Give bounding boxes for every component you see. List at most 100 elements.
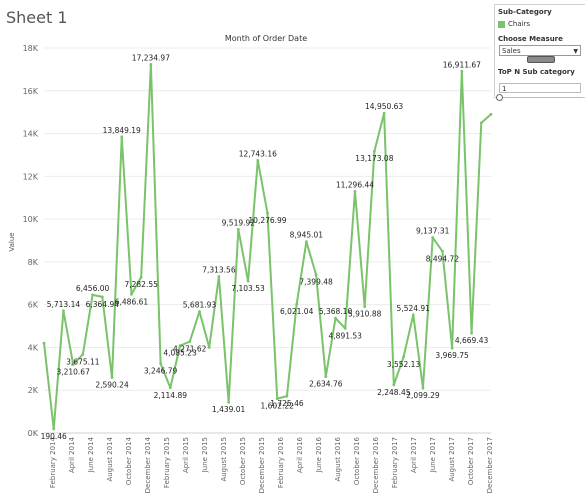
data-point[interactable] [71, 362, 75, 366]
x-tick-label: December 2014 [144, 436, 152, 493]
data-label: 16,911.67 [443, 60, 481, 69]
data-point[interactable] [382, 111, 386, 115]
measure-dropdown[interactable]: Sales ▼ [499, 45, 581, 56]
data-point[interactable] [392, 383, 396, 387]
data-point[interactable] [402, 355, 405, 359]
data-point[interactable] [100, 295, 104, 299]
data-point[interactable] [149, 62, 153, 66]
data-point[interactable] [343, 326, 347, 330]
data-label: 7,313.56 [202, 266, 236, 275]
data-point[interactable] [139, 275, 143, 279]
data-point[interactable] [353, 189, 357, 193]
data-point[interactable] [489, 112, 493, 116]
data-point[interactable] [421, 386, 425, 390]
series-line-segment [295, 240, 308, 306]
data-point[interactable] [91, 293, 94, 297]
series-line-segment [480, 113, 492, 124]
data-point[interactable] [470, 331, 473, 335]
series-line-segment [43, 342, 55, 430]
series-line-segment [460, 70, 473, 335]
topn-slider-track[interactable] [499, 97, 583, 98]
data-label: 2,114.89 [154, 391, 188, 400]
data-point[interactable] [178, 344, 182, 348]
data-point[interactable] [110, 376, 114, 379]
x-tick-label: June 2016 [315, 436, 323, 473]
data-label: 6,364.94 [86, 300, 120, 309]
data-label: 10,276.99 [248, 216, 286, 225]
data-point[interactable] [130, 292, 133, 296]
series-line-segment [334, 317, 347, 330]
x-tick-label: February 2015 [163, 437, 171, 488]
data-point[interactable] [198, 310, 201, 313]
data-point[interactable] [188, 340, 192, 344]
series-line-segment [208, 275, 220, 349]
data-point[interactable] [227, 400, 231, 404]
data-label: 11,296.44 [336, 180, 374, 189]
data-point[interactable] [236, 227, 240, 231]
x-tick-label: April 2014 [68, 436, 76, 473]
data-point[interactable] [372, 149, 376, 153]
series-line-segment [217, 275, 230, 404]
series-line-segment [140, 63, 152, 279]
data-point[interactable] [42, 341, 46, 345]
data-point[interactable] [363, 305, 367, 308]
series-line-segment [81, 293, 94, 356]
data-point[interactable] [460, 69, 464, 73]
data-point[interactable] [81, 352, 85, 356]
data-point[interactable] [479, 121, 483, 125]
x-tick-label: October 2017 [467, 437, 475, 485]
series-line-segment [188, 310, 201, 343]
data-label: 8,494.72 [426, 254, 460, 263]
data-label: 5,524.91 [397, 304, 431, 313]
data-point[interactable] [431, 236, 435, 239]
series-line-segment [111, 135, 123, 379]
legend-label: Chairs [508, 20, 531, 28]
data-point[interactable] [168, 386, 172, 390]
data-point[interactable] [441, 249, 444, 253]
data-point[interactable] [295, 302, 299, 306]
y-tick-label: 6K [28, 301, 39, 310]
series-line-segment [353, 190, 366, 308]
y-tick-label: 8K [28, 258, 39, 267]
x-tick-label: October 2016 [353, 436, 361, 485]
drag-handle-icon[interactable] [527, 56, 555, 63]
data-point[interactable] [120, 135, 124, 139]
data-point[interactable] [256, 159, 260, 162]
series-line-segment [130, 276, 143, 296]
y-tick-label: 4K [28, 343, 39, 352]
series-line-segment [237, 228, 250, 283]
series-line-segment [169, 344, 182, 389]
data-point[interactable] [324, 375, 328, 379]
data-label: 3,552.13 [387, 360, 421, 369]
series-line-segment [383, 112, 395, 386]
data-point[interactable] [334, 316, 337, 320]
legend-swatch [498, 20, 505, 28]
data-point[interactable] [450, 346, 454, 350]
data-point[interactable] [217, 275, 221, 278]
data-label: 2,634.76 [309, 380, 343, 389]
x-tick-label: April 2016 [296, 436, 304, 473]
data-point[interactable] [285, 394, 289, 398]
series-line-segment [227, 228, 240, 404]
chevron-down-icon[interactable]: ▼ [573, 48, 578, 55]
data-point[interactable] [246, 279, 250, 283]
data-point[interactable] [314, 273, 318, 277]
data-point[interactable] [159, 362, 163, 365]
topn-slider-knob[interactable] [496, 94, 503, 101]
data-label: 6,456.00 [76, 284, 110, 293]
series-line-segment [149, 63, 162, 365]
data-point[interactable] [207, 346, 211, 349]
data-point[interactable] [304, 240, 308, 244]
data-label: 12,743.16 [239, 149, 277, 158]
data-label: 7,103.53 [231, 284, 265, 293]
data-point[interactable] [275, 397, 279, 401]
data-point[interactable] [266, 211, 269, 215]
legend-item-chairs[interactable]: Chairs [498, 20, 530, 28]
series-line-segment [72, 353, 84, 366]
data-point[interactable] [411, 313, 415, 317]
series-line-segment [198, 310, 211, 349]
data-point[interactable] [52, 427, 56, 431]
data-point[interactable] [62, 309, 65, 313]
data-label: 1,439.01 [212, 405, 246, 414]
topn-input[interactable]: 1 [499, 83, 581, 93]
